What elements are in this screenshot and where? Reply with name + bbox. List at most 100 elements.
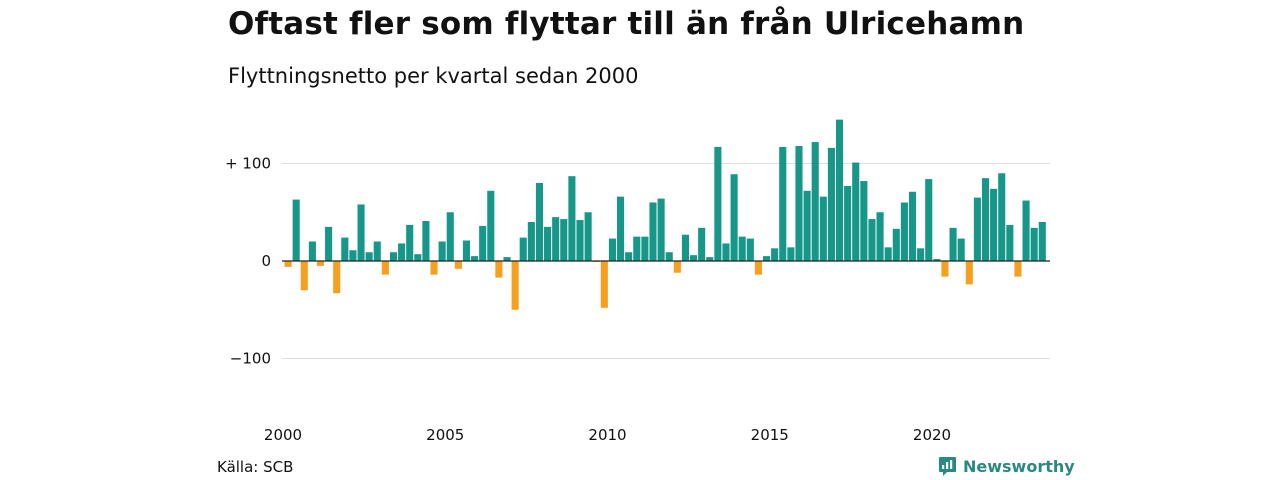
bar: [316, 261, 325, 266]
y-tick-label: −100: [230, 350, 271, 368]
bar: [779, 146, 787, 261]
bar: [746, 238, 754, 261]
bar: [730, 174, 738, 261]
bar: [981, 178, 990, 261]
chart-title: Oftast fler som flyttar till än från Ulr…: [228, 6, 1025, 42]
brand-name: Newsworthy: [963, 457, 1075, 476]
bar: [1038, 222, 1046, 261]
bar: [430, 261, 438, 275]
bar: [787, 247, 795, 261]
bar: [754, 261, 762, 275]
bar: [600, 261, 608, 308]
bar: [608, 238, 616, 261]
bar: [568, 176, 576, 261]
bar: [373, 241, 381, 261]
bar: [990, 188, 998, 261]
bar: [949, 227, 957, 261]
bar: [519, 237, 527, 261]
bar: [908, 191, 917, 261]
bar: [495, 261, 503, 278]
bar: [795, 145, 803, 261]
bar: [649, 202, 657, 261]
bar: [422, 221, 430, 261]
y-tick-label: 0: [261, 252, 271, 270]
bar: [965, 261, 973, 285]
bar: [698, 227, 706, 261]
bar: [819, 196, 827, 261]
bar: [657, 198, 665, 261]
bar: [762, 256, 771, 261]
bar: [633, 236, 641, 261]
bar: [892, 228, 900, 261]
bar: [625, 252, 633, 261]
bar: [852, 162, 860, 261]
bar: [665, 252, 673, 261]
bar: [511, 261, 519, 310]
bar: [292, 199, 300, 261]
brand-logo: Newsworthy: [938, 456, 1075, 477]
bar: [560, 219, 568, 261]
x-tick-label: 2015: [751, 426, 789, 444]
bar: [1030, 227, 1038, 261]
bar: [827, 147, 835, 261]
bar: [925, 179, 933, 261]
bar: [617, 196, 625, 261]
bar: [957, 238, 965, 261]
bar: [487, 190, 495, 261]
bar: [722, 243, 730, 261]
bar: [738, 236, 746, 261]
x-tick-label: 2000: [264, 426, 302, 444]
bar: [673, 261, 681, 273]
bar: [325, 226, 333, 261]
bar: [844, 185, 852, 261]
bar: [584, 212, 592, 261]
bar: [771, 248, 779, 261]
bar: [454, 261, 462, 269]
bar: [438, 241, 446, 261]
bar: [365, 252, 373, 261]
bar: [933, 259, 941, 261]
bar: [503, 257, 511, 261]
bar: [381, 261, 389, 275]
bar: [406, 224, 414, 261]
chart-subtitle: Flyttningsnetto per kvartal sedan 2000: [228, 64, 639, 88]
bar: [1014, 261, 1022, 277]
bar: [900, 202, 908, 261]
bar: [398, 243, 406, 261]
bar: [389, 252, 398, 261]
bar: [803, 190, 811, 261]
x-tick-label: 2005: [426, 426, 464, 444]
bar: [357, 204, 365, 261]
bar: [333, 261, 341, 294]
bar: [535, 183, 544, 261]
bar: [462, 240, 471, 261]
bar: [998, 173, 1006, 261]
newsworthy-chart-icon: [939, 457, 956, 476]
bar: [681, 234, 689, 261]
bar: [868, 219, 876, 261]
bar: [941, 261, 949, 277]
x-tick-label: 2010: [588, 426, 626, 444]
bar: [576, 220, 584, 261]
bar: [876, 212, 884, 261]
bar: [811, 142, 819, 261]
bar: [414, 254, 422, 261]
bar: [471, 256, 479, 261]
bar: [1006, 224, 1014, 261]
bar: [860, 181, 868, 261]
bar: [300, 261, 308, 291]
bar: [308, 241, 316, 261]
bar: [690, 255, 698, 261]
bar: [341, 237, 349, 261]
bar: [973, 197, 981, 261]
y-tick-label: + 100: [225, 155, 271, 173]
source-note: Källa: SCB: [217, 458, 294, 476]
x-tick-label: 2020: [913, 426, 951, 444]
bar: [544, 226, 552, 261]
bar: [706, 257, 714, 261]
bar: [835, 119, 844, 261]
bar: [917, 248, 925, 261]
bar: [641, 236, 649, 261]
bar: [446, 212, 454, 261]
